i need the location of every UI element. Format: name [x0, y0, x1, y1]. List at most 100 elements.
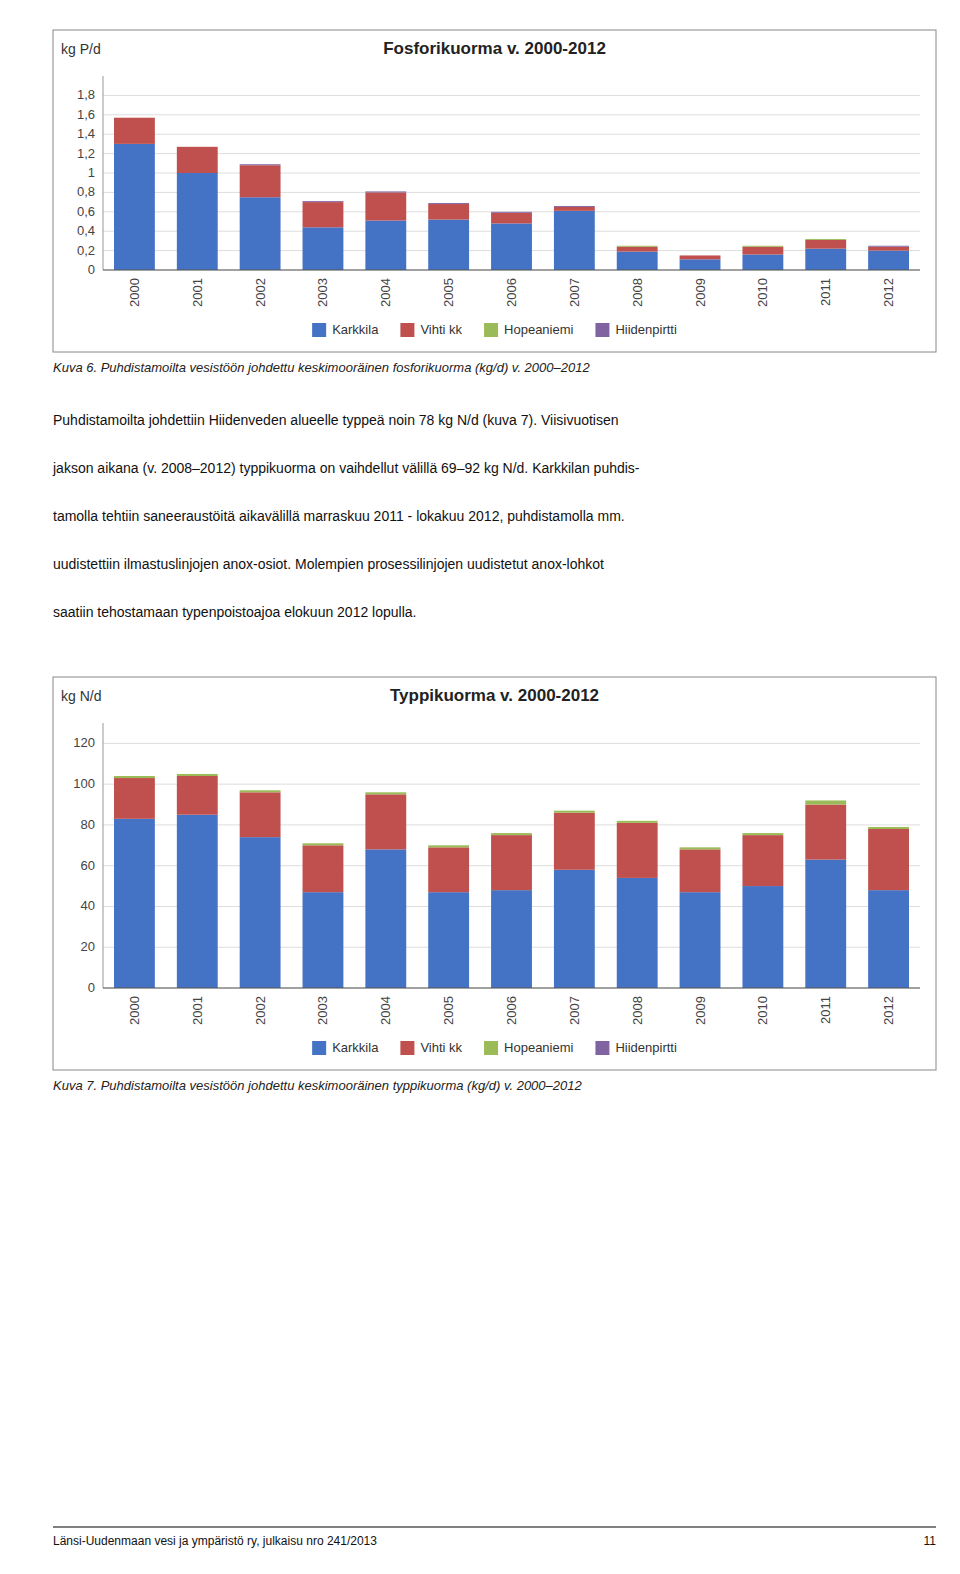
bars [114, 118, 909, 270]
y-tick-label: 40 [81, 898, 95, 913]
grid-line [103, 270, 920, 271]
bar-segment [491, 833, 532, 835]
bar-segment [240, 837, 281, 988]
bar-segment [868, 890, 909, 988]
bar-segment [177, 774, 218, 776]
grid-line [103, 743, 920, 744]
bar-segment [742, 254, 783, 270]
bar-segment [177, 773, 218, 774]
bar-segment [617, 878, 658, 988]
bar-segment [365, 192, 406, 193]
bar-segment [240, 197, 281, 270]
bar-segment [428, 204, 469, 220]
grid-line [103, 114, 920, 115]
bar-segment [428, 204, 469, 205]
y-axis-label: kg N/d [61, 688, 101, 704]
bar-segment [680, 847, 721, 849]
bar-segment [114, 118, 155, 144]
x-tick-label: 2012 [881, 278, 896, 307]
x-axis-line [103, 988, 920, 989]
y-axis-label: kg P/d [61, 41, 101, 57]
x-tick-label: 2007 [567, 996, 582, 1025]
bar-segment [240, 165, 281, 197]
bar-segment [554, 813, 595, 870]
x-tick-label: 2010 [755, 278, 770, 307]
caption: Kuva 6. Puhdistamoilta vesistöön johdett… [53, 360, 590, 375]
legend-item: Hiidenpirtti [595, 1040, 677, 1055]
bar-segment [303, 843, 344, 845]
y-tick-label: 120 [73, 735, 95, 750]
bars [114, 774, 909, 988]
legend-label: Hopeaniemi [504, 322, 573, 337]
bar-segment [428, 847, 469, 892]
y-tick-label: 0,8 [77, 184, 95, 199]
bar-segment [114, 778, 155, 819]
bar-segment [177, 146, 218, 147]
bar-segment [868, 245, 909, 247]
legend-label: Vihti kk [420, 322, 462, 337]
bar-segment [177, 146, 218, 147]
legend: KarkkilaVihti kkHopeaniemiHiidenpirtti [312, 322, 677, 337]
bar-segment [805, 238, 846, 239]
x-tick-label: 2009 [693, 278, 708, 307]
y-axis-line [103, 76, 104, 270]
bar-segment [177, 776, 218, 815]
bar-segment [303, 845, 344, 892]
bar-segment [680, 259, 721, 270]
bar-segment [868, 829, 909, 890]
bar-segment [240, 165, 281, 166]
y-tick-label: 20 [81, 939, 95, 954]
bar-segment [491, 211, 532, 213]
bar-segment [554, 205, 595, 207]
bar-segment [742, 833, 783, 834]
bar-segment [680, 849, 721, 892]
grid-line [103, 784, 920, 785]
x-tick-label: 2003 [315, 996, 330, 1025]
bar-segment [554, 206, 595, 207]
x-tick-label: 2001 [190, 278, 205, 307]
bar-segment [868, 247, 909, 251]
x-tick-label: 2001 [190, 996, 205, 1025]
x-tick-label: 2003 [315, 278, 330, 307]
legend-swatch [595, 323, 609, 337]
bar-segment [742, 247, 783, 255]
legend-item: Hopeaniemi [484, 322, 573, 337]
x-tick-label: 2004 [378, 996, 393, 1025]
bar-segment [617, 821, 658, 823]
x-axis-line [103, 270, 920, 271]
bar-segment [742, 833, 783, 835]
bar-segment [428, 203, 469, 205]
bar-segment [491, 835, 532, 890]
x-tick-label: 2004 [378, 278, 393, 307]
bar-segment [617, 252, 658, 270]
x-tick-label: 2010 [755, 996, 770, 1025]
page-number: 11 [924, 1534, 937, 1548]
series [617, 239, 846, 247]
grid-line [103, 988, 920, 989]
footer-rule [53, 1527, 936, 1528]
chart-title: Typpikuorma v. 2000-2012 [390, 686, 599, 705]
bar-segment [868, 251, 909, 270]
legend-swatch [484, 323, 498, 337]
bar-segment [303, 843, 344, 844]
bar-segment [617, 245, 658, 246]
body-line: uudistettiin ilmastuslinjojen anox-osiot… [53, 556, 604, 572]
legend-swatch [312, 323, 326, 337]
bar-segment [742, 245, 783, 247]
bar-segment [303, 227, 344, 270]
grid-line [103, 192, 920, 193]
page-background [0, 0, 960, 1574]
bar-segment [868, 827, 909, 829]
legend-label: Vihti kk [420, 1040, 462, 1055]
caption: Kuva 7. Puhdistamoilta vesistöön johdett… [53, 1078, 582, 1093]
body-text: Puhdistamoilta johdettiin Hiidenveden al… [52, 412, 640, 620]
grid-line [103, 173, 920, 174]
legend-swatch [484, 1041, 498, 1055]
bar-segment [114, 144, 155, 270]
bar-segment [365, 792, 406, 794]
x-tick-label: 2007 [567, 278, 582, 307]
bar-segment [491, 223, 532, 270]
bar-segment [680, 847, 721, 848]
x-tick-label: 2006 [504, 278, 519, 307]
bar-segment [805, 805, 846, 860]
